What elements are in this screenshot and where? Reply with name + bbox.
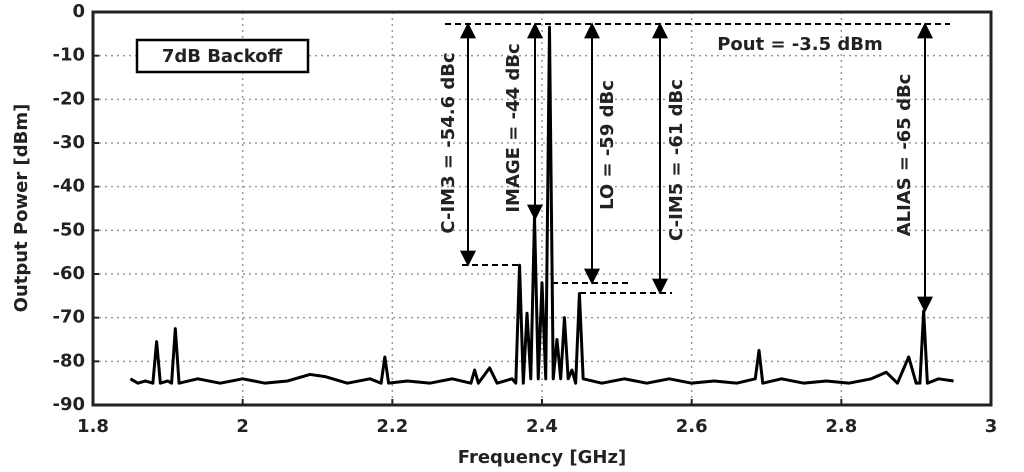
grid: 1.8 2 2.2 2.4 2.6 2.8 3 0 -10 -20 -30 -40 -50 -60 -70 -…: [52, 1, 997, 437]
y-tick-label: -80: [52, 350, 85, 371]
x-tick-label: 3: [985, 416, 998, 437]
x-tick-label: 2.6: [676, 416, 708, 437]
spectrum-line: [129, 25, 954, 385]
label-box: [135, 38, 310, 74]
x-tick-label: 2.2: [376, 416, 408, 437]
y-tick-label: -40: [52, 176, 85, 197]
y-tick-label: -20: [52, 88, 85, 109]
y-tick-label: -10: [52, 45, 85, 66]
annotation: 7dB Backoff: [162, 46, 283, 67]
annotation: ALIAS = -65 dBc: [894, 74, 915, 237]
x-tick-label: 1.8: [77, 416, 109, 437]
y-tick-label: 0: [72, 1, 85, 22]
plot: [129, 25, 954, 385]
annotation: Pout = -3.5 dBm: [717, 34, 883, 55]
y-tick-label: -90: [52, 394, 85, 415]
x-tick-label: 2.8: [825, 416, 857, 437]
annotation: IMAGE = -44 dBc: [503, 43, 524, 212]
x-axis-label: Frequency [GHz]: [458, 447, 626, 468]
y-tick-label: -50: [52, 219, 85, 240]
annotations: 7dB Backoff Pout = -3.5 dBm C-IM3 = -54.6 …: [135, 22, 950, 313]
y-tick-label: -30: [52, 132, 85, 153]
x-tick-label: 2.4: [526, 416, 558, 437]
annotation: LO = -59 dBc: [597, 80, 618, 210]
y-tick-label: -70: [52, 307, 85, 328]
y-tick-label: -60: [52, 263, 85, 284]
y-axis-label: Output Power [dBm]: [11, 104, 32, 313]
annotation: C-IM5 = -61 dBc: [666, 79, 687, 241]
x-tick-label: 2: [236, 416, 249, 437]
plot-frame: [91, 10, 993, 407]
annotation: C-IM3 = -54.6 dBc: [438, 52, 459, 233]
